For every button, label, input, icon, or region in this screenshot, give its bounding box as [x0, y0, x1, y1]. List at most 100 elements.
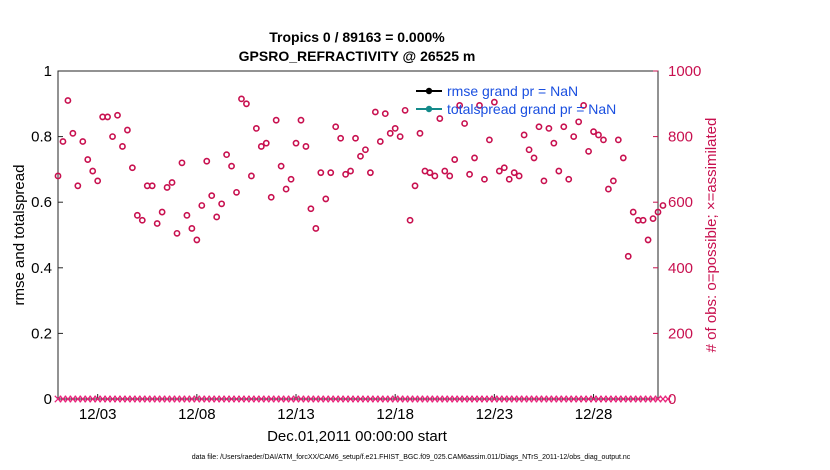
obs-possible-point: [84, 156, 92, 163]
y-tick-left-label: 0.2: [31, 325, 52, 342]
obs-possible-point: [302, 143, 310, 150]
chart-subtitle: GPSRO_REFRACTIVITY @ 26525 m: [239, 48, 476, 64]
y-axis-label-right: # of obs: o=possible; ×=assimilated: [703, 118, 720, 353]
obs-possible-point: [490, 98, 498, 106]
obs-possible-point: [609, 177, 617, 185]
y-tick-left-label: 0: [44, 391, 52, 408]
x-tick-label: 12/28: [575, 406, 613, 423]
obs-possible-point: [510, 169, 518, 177]
y-tick-right-label: 600: [668, 194, 693, 211]
obs-possible-point: [624, 252, 632, 260]
y-tick-left-label: 0.4: [31, 260, 52, 277]
obs-possible-point: [292, 139, 300, 147]
legend-marker-totalspread: [425, 105, 433, 113]
obs-possible-point: [357, 152, 364, 160]
obs-possible-point: [262, 139, 270, 147]
obs-possible-point: [307, 205, 315, 213]
obs-assimilated-point: [664, 395, 672, 403]
axes-frame: [57, 70, 659, 400]
obs-possible-point: [590, 128, 597, 136]
obs-possible-point: [109, 133, 116, 140]
obs-possible-point: [431, 172, 439, 180]
obs-possible-point: [228, 162, 235, 170]
obs-possible-point: [600, 136, 607, 144]
obs-possible-point: [654, 208, 662, 216]
obs-possible-point: [208, 192, 216, 200]
y-tick-right-label: 400: [668, 260, 693, 277]
obs-possible-point: [555, 167, 563, 175]
obs-possible-point: [461, 120, 469, 127]
obs-possible-point: [495, 167, 503, 175]
obs-possible-point: [238, 95, 245, 103]
obs-possible-point: [362, 146, 369, 154]
obs-possible-point: [441, 167, 449, 175]
obs-possible-point: [114, 111, 121, 119]
obs-possible-point: [173, 229, 181, 237]
obs-possible-point: [138, 216, 146, 224]
obs-possible-point: [203, 157, 211, 165]
obs-possible-point: [560, 123, 568, 131]
obs-possible-point: [337, 134, 345, 142]
obs-possible-point: [104, 113, 111, 121]
obs-possible-point: [133, 211, 141, 219]
y-tick-right-label: 1000: [668, 63, 701, 80]
footnote: data file: /Users/raeder/DAI/ATM_forcXX/…: [192, 454, 631, 461]
obs-possible-point: [148, 182, 156, 190]
obs-possible-point: [332, 123, 340, 131]
chart-title: Tropics 0 / 89163 = 0.000%: [269, 29, 445, 45]
obs-possible-point: [153, 220, 161, 227]
obs-possible-point: [570, 133, 578, 140]
obs-possible-point: [317, 169, 325, 177]
obs-possible-point: [223, 151, 230, 159]
obs-possible-point: [277, 162, 285, 170]
legend-label-totalspread: totalspread grand pr = NaN: [447, 101, 616, 117]
obs-possible-point: [391, 124, 399, 132]
obs-possible-point: [312, 225, 320, 232]
obs-possible-point: [89, 167, 97, 175]
obs-possible-point: [163, 184, 171, 191]
obs-possible-point: [168, 179, 176, 186]
obs-possible-point: [54, 172, 62, 180]
obs-possible-point: [347, 167, 354, 175]
obs-possible-point: [540, 177, 548, 185]
obs-possible-point: [486, 136, 493, 144]
obs-possible-point: [411, 182, 419, 190]
obs-possible-point: [119, 143, 126, 150]
obs-possible-point: [550, 139, 558, 147]
obs-possible-point: [128, 164, 136, 172]
obs-possible-point: [183, 211, 191, 219]
obs-possible-point: [267, 193, 275, 201]
obs-possible-point: [376, 138, 384, 145]
obs-possible-point: [69, 129, 77, 137]
y-axis-label-left: rmse and totalspread: [11, 165, 28, 306]
obs-possible-point: [396, 133, 404, 140]
legend-label-rmse: rmse grand pr = NaN: [447, 83, 578, 99]
obs-possible-point: [198, 202, 206, 209]
obs-possible-point: [585, 147, 592, 155]
obs-possible-point: [580, 102, 588, 109]
obs-possible-point: [515, 172, 523, 180]
obs-possible-point: [471, 154, 478, 162]
x-tick-label: 12/03: [79, 406, 117, 423]
obs-possible-point: [639, 216, 647, 224]
obs-possible-point: [188, 225, 196, 232]
obs-possible-point: [59, 138, 67, 145]
obs-possible-point: [619, 154, 627, 162]
obs-possible-point: [94, 177, 102, 185]
obs-possible-point: [476, 102, 483, 109]
obs-possible-point: [644, 236, 652, 244]
obs-possible-point: [193, 236, 201, 244]
obs-possible-point: [233, 188, 240, 196]
y-tick-right-label: 800: [668, 129, 693, 146]
obs-possible-point: [401, 106, 409, 114]
obs-possible-point: [322, 195, 330, 203]
obs-possible-point: [247, 172, 255, 180]
obs-possible-point: [371, 108, 379, 116]
legend-marker-rmse: [425, 87, 433, 95]
obs-possible-point: [386, 129, 394, 137]
y-tick-left-label: 0.8: [31, 129, 52, 146]
plot-area: [57, 70, 659, 400]
obs-possible-point: [595, 131, 602, 139]
obs-possible-point: [565, 175, 573, 183]
obs-possible-point: [520, 131, 528, 139]
